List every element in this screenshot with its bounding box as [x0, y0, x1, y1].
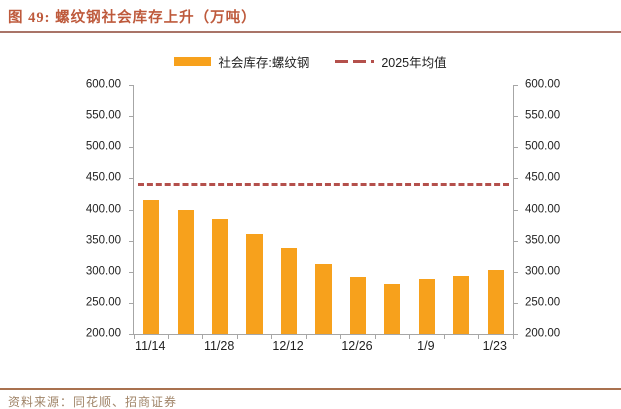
inventory-bar [212, 219, 229, 334]
bar-slot [272, 85, 306, 334]
y-tick-label: 200.00 [525, 327, 561, 340]
y-axis-tick [513, 334, 518, 335]
chart-area: 600.00 550.00 500.00 450.00 400.00 350.00 300.… [0, 79, 621, 375]
x-tick-label: 11/14 [135, 339, 166, 353]
inventory-bar [246, 234, 263, 334]
bar-slot [168, 85, 202, 334]
bar-slot [306, 85, 340, 334]
x-axis-tick [271, 334, 273, 339]
legend-item-bar-series: 社会库存:螺纹钢 [174, 52, 309, 71]
x-axis-tick [236, 334, 238, 339]
y-tick-label: 350.00 [85, 233, 121, 246]
y-axis-tick [129, 271, 134, 273]
x-axis-tick [409, 334, 411, 339]
y-axis-tick [129, 209, 134, 211]
inventory-bar [487, 269, 504, 334]
inventory-bar [349, 276, 367, 334]
figure-title: 图 49: 螺纹钢社会库存上升（万吨） [8, 10, 257, 26]
x-axis-tick [202, 334, 204, 339]
y-axis-tick [129, 147, 134, 149]
y-tick-label: 250.00 [525, 296, 561, 309]
x-axis-tick [167, 334, 169, 339]
inventory-bar [315, 264, 332, 334]
y-tick-label: 500.00 [85, 140, 121, 153]
x-tick-label: 12/12 [272, 339, 304, 353]
y-axis-tick [513, 240, 518, 242]
y-tick-label: 450.00 [85, 171, 121, 184]
y-axis-tick [513, 85, 518, 86]
y-axis-tick [513, 178, 518, 180]
y-axis-tick [513, 302, 518, 304]
y-axis-right: 600.00 550.00 500.00 450.00 400.00 350.00 300.… [519, 79, 619, 339]
title-divider [0, 31, 621, 33]
y-tick-label: 600.00 [85, 78, 121, 91]
x-tick-label: 11/28 [203, 339, 235, 353]
x-axis-tick [478, 334, 480, 339]
dash-line-swatch-icon [335, 60, 375, 63]
inventory-bar [453, 275, 470, 334]
x-axis-tick [443, 334, 445, 339]
bar-slot [444, 85, 478, 334]
bar-slot [479, 85, 513, 334]
source-note: 资料来源：同花顺、招商证券 [8, 395, 178, 409]
legend-item-avg-line: 2025年均值 [335, 52, 447, 71]
inventory-bar [143, 200, 160, 334]
y-axis-tick [513, 116, 518, 118]
y-axis-left: 600.00 550.00 500.00 450.00 400.00 350.00 300.… [0, 79, 127, 339]
x-axis-tick [133, 334, 135, 339]
chart-legend: 社会库存:螺纹钢 2025年均值 [0, 52, 621, 71]
footer-divider [0, 388, 621, 390]
x-axis-tick [305, 334, 307, 339]
inventory-bar [384, 283, 401, 334]
bar-slot [203, 85, 237, 334]
y-tick-label: 250.00 [85, 296, 121, 309]
bar-slot [237, 85, 271, 334]
y-axis-tick [129, 178, 134, 180]
y-tick-label: 350.00 [525, 233, 561, 246]
y-axis-tick [513, 271, 518, 273]
y-tick-label: 550.00 [525, 109, 561, 122]
inventory-bar [177, 209, 194, 334]
y-tick-label: 500.00 [525, 140, 561, 153]
y-axis-tick [129, 302, 134, 304]
y-tick-label: 450.00 [525, 171, 561, 184]
bar-series-swatch-icon [174, 57, 212, 66]
inventory-bar [280, 248, 298, 334]
y-axis-tick [129, 116, 134, 118]
y-axis-tick [513, 209, 518, 211]
x-axis-tick [340, 334, 342, 339]
legend-label-bar-series: 社会库存:螺纹钢 [218, 56, 310, 70]
y-tick-label: 300.00 [525, 265, 561, 277]
y-tick-label: 200.00 [85, 327, 121, 340]
x-axis-tick [512, 334, 514, 339]
x-tick-label: 12/26 [341, 339, 373, 353]
y-axis-tick [129, 85, 134, 86]
y-tick-label: 400.00 [85, 202, 121, 215]
average-line [138, 182, 509, 186]
y-tick-label: 400.00 [525, 202, 561, 215]
y-tick-label: 600.00 [525, 78, 561, 91]
y-axis-tick [513, 147, 518, 149]
bar-slot [375, 85, 409, 334]
x-tick-label: 1/9 [417, 339, 435, 353]
y-tick-label: 550.00 [85, 109, 121, 122]
legend-label-avg-line: 2025年均值 [381, 56, 447, 70]
x-axis-tick [374, 334, 376, 339]
bars-row [134, 85, 513, 334]
inventory-bar [418, 278, 435, 334]
y-tick-label: 300.00 [85, 265, 121, 277]
x-axis-labels: 11/14 11/28 12/12 12/26 1/9 1/23 [133, 339, 512, 359]
y-axis-tick [129, 240, 134, 242]
bar-slot [410, 85, 444, 334]
y-axis-tick [129, 334, 134, 335]
bar-slot [134, 85, 168, 334]
bar-slot [341, 85, 375, 334]
plot-area [129, 85, 518, 339]
x-tick-label: 1/23 [482, 339, 507, 353]
